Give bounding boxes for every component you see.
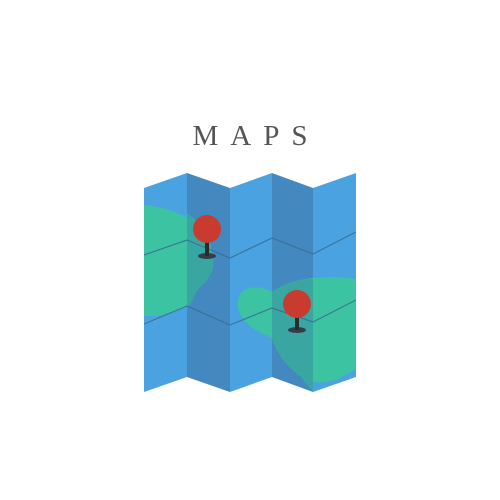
logo-title: MAPS — [192, 120, 320, 152]
map-grid-lines — [144, 231, 356, 326]
location-pin-icon — [193, 215, 221, 259]
map-panel-3 — [230, 173, 272, 392]
grid-line-top — [144, 231, 356, 259]
grid-line-bottom — [144, 299, 356, 326]
location-pin-icon — [283, 290, 311, 333]
